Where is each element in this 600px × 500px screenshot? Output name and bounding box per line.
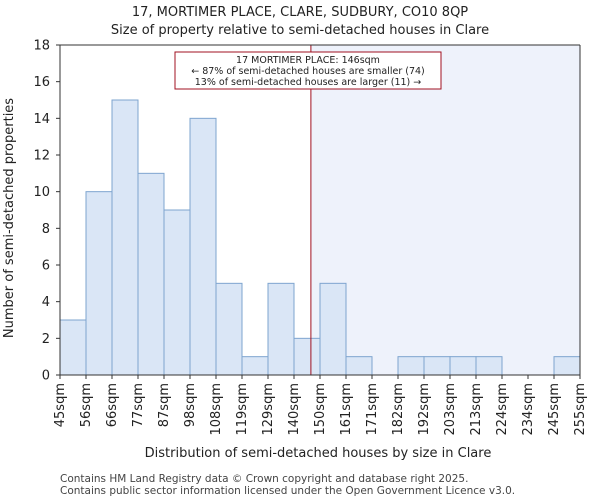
histogram-bar (189, 117, 217, 376)
x-tick-label: 56sqm (79, 383, 94, 427)
x-tick-label: 98sqm (183, 383, 198, 427)
histogram-bar (475, 356, 503, 376)
x-tick-label: 140sqm (287, 383, 302, 436)
annotation-line: ← 87% of semi-detached houses are smalle… (191, 66, 425, 77)
y-tick-label: 18 (33, 39, 50, 54)
annotation-line: 13% of semi-detached houses are larger (… (195, 77, 422, 88)
histogram-bar (397, 356, 425, 376)
x-tick-label: 45sqm (53, 383, 68, 427)
x-tick-label: 77sqm (131, 383, 146, 427)
chart-title: 17, MORTIMER PLACE, CLARE, SUDBURY, CO10… (132, 5, 468, 20)
histogram-bar (553, 356, 581, 376)
annotation-line: 17 MORTIMER PLACE: 146sqm (236, 55, 380, 66)
histogram-bar (449, 356, 477, 376)
x-axis-label: Distribution of semi-detached houses by … (145, 446, 492, 461)
x-tick-label: 224sqm (495, 383, 510, 436)
x-tick-label: 119sqm (235, 383, 250, 436)
histogram-bar (59, 319, 87, 376)
x-tick-label: 182sqm (391, 383, 406, 436)
x-tick-label: 87sqm (157, 383, 172, 427)
x-tick-label: 255sqm (573, 383, 588, 436)
x-tick-label: 108sqm (209, 383, 224, 436)
footer-line-1: Contains HM Land Registry data © Crown c… (60, 473, 469, 485)
histogram-bar (267, 282, 295, 376)
histogram-bar (215, 282, 243, 376)
histogram-bar (85, 191, 113, 376)
annotation-box (174, 51, 442, 90)
histogram-bar (423, 356, 451, 376)
x-tick-label: 203sqm (443, 383, 458, 436)
y-tick-label: 14 (33, 112, 50, 127)
y-tick-label: 16 (33, 75, 50, 90)
x-tick-label: 234sqm (521, 383, 536, 436)
y-tick-label: 12 (33, 149, 50, 164)
histogram-bar (137, 172, 165, 376)
larger-region-highlight (310, 45, 580, 375)
histogram-bar (111, 99, 139, 376)
footer-line-2: Contains public sector information licen… (60, 485, 516, 497)
histogram-bar (345, 356, 373, 376)
x-tick-label: 213sqm (469, 383, 484, 436)
x-tick-label: 66sqm (105, 383, 120, 427)
x-tick-label: 161sqm (339, 383, 354, 436)
histogram-bar (241, 356, 269, 376)
x-tick-label: 192sqm (417, 383, 432, 436)
y-tick-label: 8 (42, 222, 50, 237)
y-tick-label: 6 (42, 259, 50, 274)
x-tick-label: 245sqm (547, 383, 562, 436)
y-tick-label: 4 (42, 295, 50, 310)
histogram-chart: 17, MORTIMER PLACE, CLARE, SUDBURY, CO10… (2, 5, 588, 461)
chart-subtitle: Size of property relative to semi-detach… (111, 23, 489, 38)
y-tick-label: 0 (42, 369, 50, 384)
y-axis-label: Number of semi-detached properties (2, 98, 17, 338)
x-tick-label: 150sqm (313, 383, 328, 436)
histogram-bar (163, 209, 191, 376)
y-tick-label: 2 (42, 332, 50, 347)
x-tick-label: 171sqm (365, 383, 380, 436)
y-tick-label: 10 (33, 185, 50, 200)
x-tick-label: 129sqm (261, 383, 276, 436)
histogram-bar (319, 282, 347, 376)
histogram-bar (293, 337, 321, 376)
